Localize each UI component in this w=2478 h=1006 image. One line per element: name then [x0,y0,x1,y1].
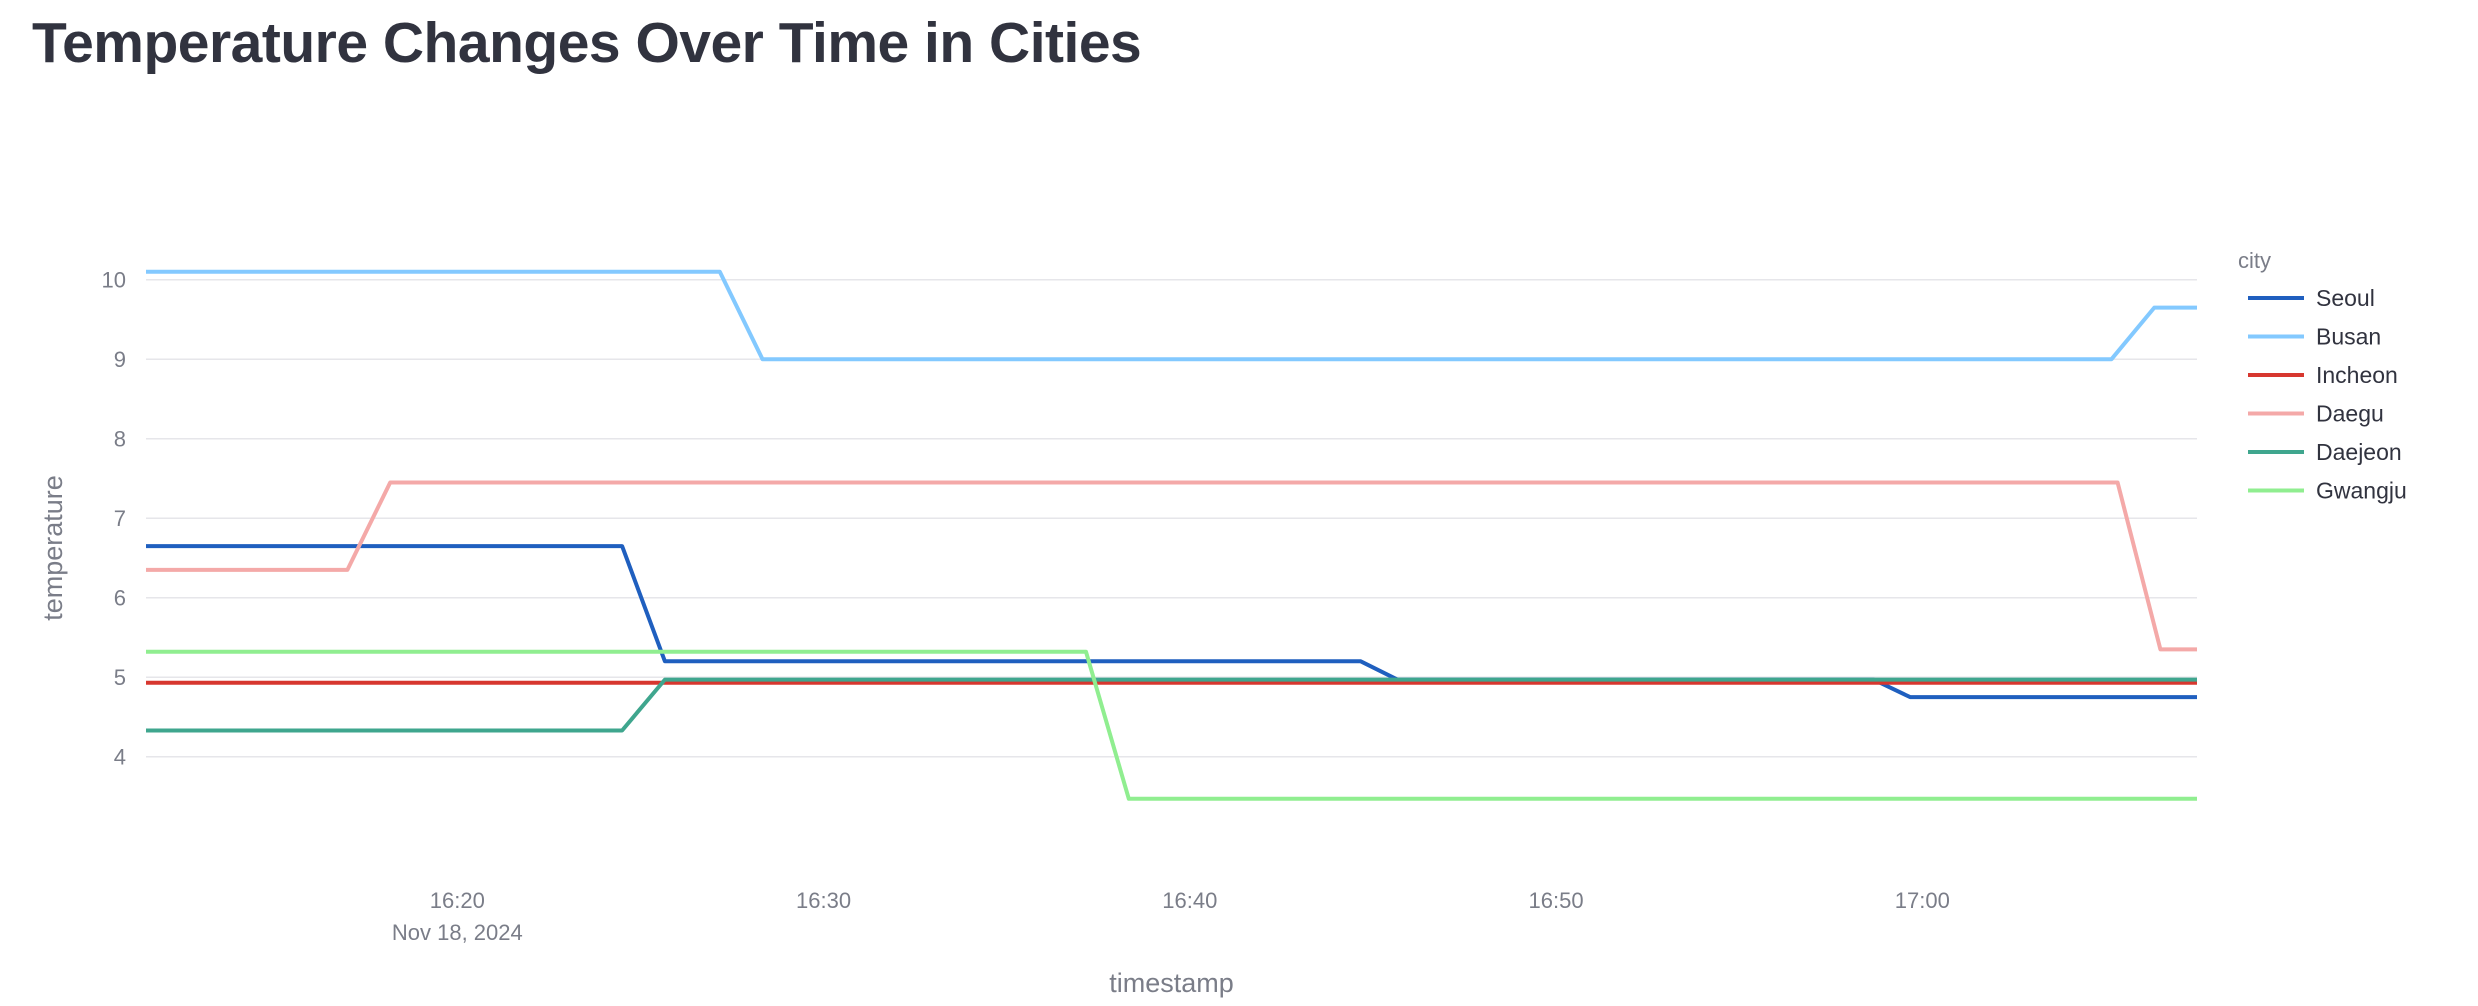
x-tick-label: 16:40 [1162,888,1217,913]
y-tick-label: 8 [114,427,126,452]
page-title: Temperature Changes Over Time in Cities [32,11,1142,75]
legend-title: city [2238,248,2271,273]
series-line-busan [146,269,2197,362]
x-tick-label: 16:50 [1529,888,1584,913]
x-tick-sublabel: Nov 18, 2024 [392,920,523,945]
y-tick-label: 4 [114,745,126,770]
legend-label: Daejeon [2316,439,2402,465]
legend-item-seoul[interactable]: Seoul [2248,285,2375,311]
legend-label: Incheon [2316,362,2398,388]
y-tick-label: 6 [114,586,126,611]
y-tick-label: 7 [114,506,126,531]
legend-label: Busan [2316,324,2381,350]
x-tick-label: 16:20 [430,888,485,913]
series-line-daegu [146,480,2197,652]
legend-item-incheon[interactable]: Incheon [2248,362,2398,388]
series-lines [146,269,2197,801]
x-tick-label: 17:00 [1895,888,1950,913]
legend-item-daegu[interactable]: Daegu [2248,401,2384,427]
legend-label: Seoul [2316,285,2375,311]
legend-item-busan[interactable]: Busan [2248,324,2381,350]
x-axis: 16:20 Nov 18, 2024 16:30 16:40 16:50 17:00 [392,888,1950,945]
series-line-daejeon [146,677,2197,733]
y-axis: 4 5 6 7 8 9 10 [102,268,126,770]
legend[interactable]: city Seoul Busan Incheon Daegu Daejeon Gwangj… [2238,248,2407,504]
series-line-seoul [146,544,2197,700]
y-tick-label: 5 [114,665,126,690]
legend-item-gwangju[interactable]: Gwangju [2248,478,2407,504]
x-tick-label: 16:30 [796,888,851,913]
y-tick-label: 10 [102,268,126,293]
legend-label: Daegu [2316,401,2384,427]
y-tick-label: 9 [114,347,126,372]
legend-item-daejeon[interactable]: Daejeon [2248,439,2402,465]
series-line-gwangju [146,649,2197,801]
legend-label: Gwangju [2316,478,2407,504]
x-axis-title: timestamp [1109,968,1234,998]
y-axis-title: temperature [38,475,68,621]
